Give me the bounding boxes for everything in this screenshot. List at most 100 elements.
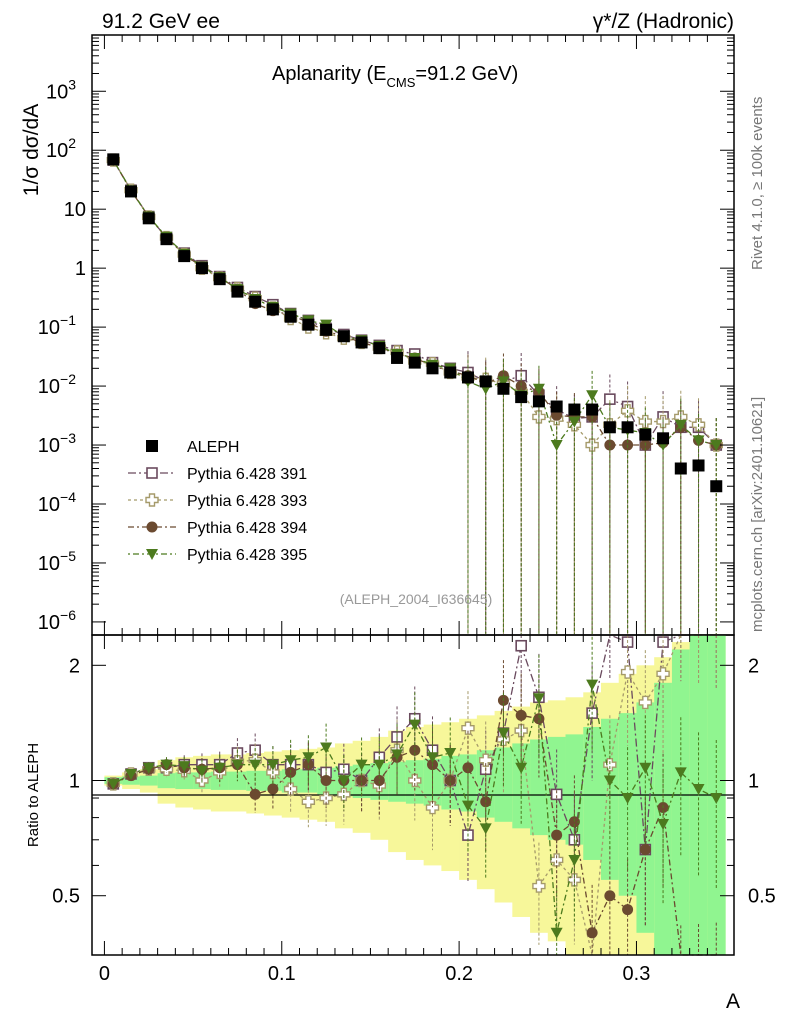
main-point-aleph [302, 318, 315, 331]
ratio-point-p394 [533, 713, 545, 725]
header-right: γ*/Z (Hadronic) [593, 10, 734, 33]
ratio-point-p395 [266, 759, 279, 771]
ratio-band-inner [547, 736, 567, 840]
main-point-aleph [284, 310, 297, 323]
ratio-point-p395 [355, 759, 368, 771]
main-ytick-label: 102 [46, 135, 76, 162]
main-point-p395 [568, 416, 581, 428]
legend-label-aleph: ALEPH [187, 439, 239, 456]
main-point-aleph [373, 342, 386, 355]
main-ytick-exponent: −1 [60, 312, 76, 328]
main-point-p395 [550, 440, 563, 452]
ratio-point-p393 [301, 795, 316, 809]
main-point-aleph [125, 185, 138, 198]
ratio-point-p395 [515, 762, 528, 774]
ratio-ytick-label: 2 [69, 655, 80, 677]
ratio-point-p395 [231, 759, 244, 771]
main-point-aleph [444, 366, 457, 379]
main-ytick-label: 10−4 [38, 489, 76, 516]
main-point-p395 [710, 440, 723, 452]
main-point-aleph [107, 153, 120, 166]
ratio-panel: 2 2 1 1 0.5 0.5 0 0.1 0.2 0.3 Ratio to ALEPH A [25, 35, 776, 1013]
ratio-point-p391 [515, 639, 527, 652]
main-point-aleph [479, 375, 492, 388]
ratio-point-p394 [568, 816, 580, 828]
ratio-point-p393 [425, 800, 440, 815]
main-point-aleph [160, 233, 173, 246]
main-ytick-exponent: −3 [60, 430, 76, 446]
ratio-point-p394 [249, 788, 261, 800]
main-point-p394 [515, 380, 527, 392]
ratio-point-p394 [356, 775, 368, 787]
ratio-point-p394 [639, 844, 651, 856]
title-sub-part: CMS [387, 75, 416, 90]
ratio-point-p395 [461, 800, 474, 812]
ratio-point-p395 [692, 784, 705, 796]
ratio-point-p395 [320, 742, 333, 754]
main-point-aleph [213, 273, 226, 286]
main-point-aleph [603, 421, 616, 434]
ratio-band-inner [139, 775, 159, 786]
main-series-layer [106, 153, 723, 634]
main-point-aleph [639, 428, 652, 441]
main-ylabel: 1/σ dσ/dA [20, 104, 43, 196]
ratio-point-p393 [656, 667, 670, 681]
main-point-aleph [532, 395, 545, 408]
ratio-band-inner [530, 739, 549, 836]
main-point-p395 [674, 419, 687, 431]
main-point-p395 [532, 383, 545, 395]
ratio-point-p393 [479, 753, 493, 767]
main-point-aleph [426, 362, 439, 375]
main-point-aleph [461, 371, 474, 384]
main-title: Aplanarity (ECMS=91.2 GeV) [272, 63, 518, 90]
mcplots-label: mcplots.cern.ch [arXiv:2401.10621] [749, 397, 766, 632]
ratio-point-p395 [373, 759, 386, 771]
main-ytick-exponent: 3 [68, 76, 76, 92]
ratio-point-p393 [461, 721, 475, 735]
x-tick-label: 0.2 [445, 963, 473, 985]
main-point-aleph [657, 432, 670, 445]
ratio-point-p395 [284, 755, 297, 767]
ratio-point-p395 [195, 765, 208, 777]
main-point-aleph [142, 212, 155, 225]
main-point-p395 [586, 390, 599, 402]
x-tick-label: 0.3 [623, 963, 651, 985]
main-point-aleph [710, 480, 723, 493]
ratio-point-p393 [638, 695, 653, 710]
main-point-aleph [408, 356, 421, 369]
main-frame [91, 34, 735, 636]
main-ytick-exponent: −4 [60, 489, 76, 505]
ratio-point-p395 [107, 778, 120, 790]
ratio-point-p395 [426, 752, 439, 764]
legend-label-p394: Pythia 6.428 394 [187, 520, 307, 537]
ratio-point-p394 [622, 904, 634, 916]
legend-label-p393: Pythia 6.428 393 [187, 493, 307, 510]
title-main-part: Aplanarity (E [272, 63, 387, 85]
ratio-ytick-label-right: 1 [748, 771, 759, 793]
ratio-point-p395 [391, 749, 404, 761]
ratio-point-p395 [532, 693, 545, 705]
ratio-ytick-label-right: 0.5 [748, 886, 776, 908]
main-point-p395 [497, 376, 510, 388]
ratio-point-p395 [479, 823, 492, 835]
ratio-band-inner [157, 773, 176, 789]
main-point-aleph [355, 336, 368, 349]
ratio-point-p394 [373, 775, 385, 787]
main-point-aleph [568, 403, 581, 416]
ratio-point-p395 [586, 679, 599, 691]
legend-marker-p391 [146, 467, 158, 479]
ratio-point-p394 [320, 775, 332, 787]
main-point-aleph [586, 403, 599, 416]
x-ticks: 0 0.1 0.2 0.3 [99, 35, 708, 985]
main-point-aleph [266, 303, 279, 316]
rivet-label: Rivet 4.1.0, ≥ 100k events [749, 97, 766, 270]
x-axis-label: A [726, 990, 740, 1013]
x-tick-label: 0 [99, 963, 110, 985]
main-point-aleph [231, 285, 244, 298]
ratio-point-p395 [302, 752, 315, 764]
ratio-point-p395 [550, 927, 563, 939]
x-tick-label: 0.1 [268, 963, 296, 985]
ratio-point-p395 [497, 728, 510, 740]
